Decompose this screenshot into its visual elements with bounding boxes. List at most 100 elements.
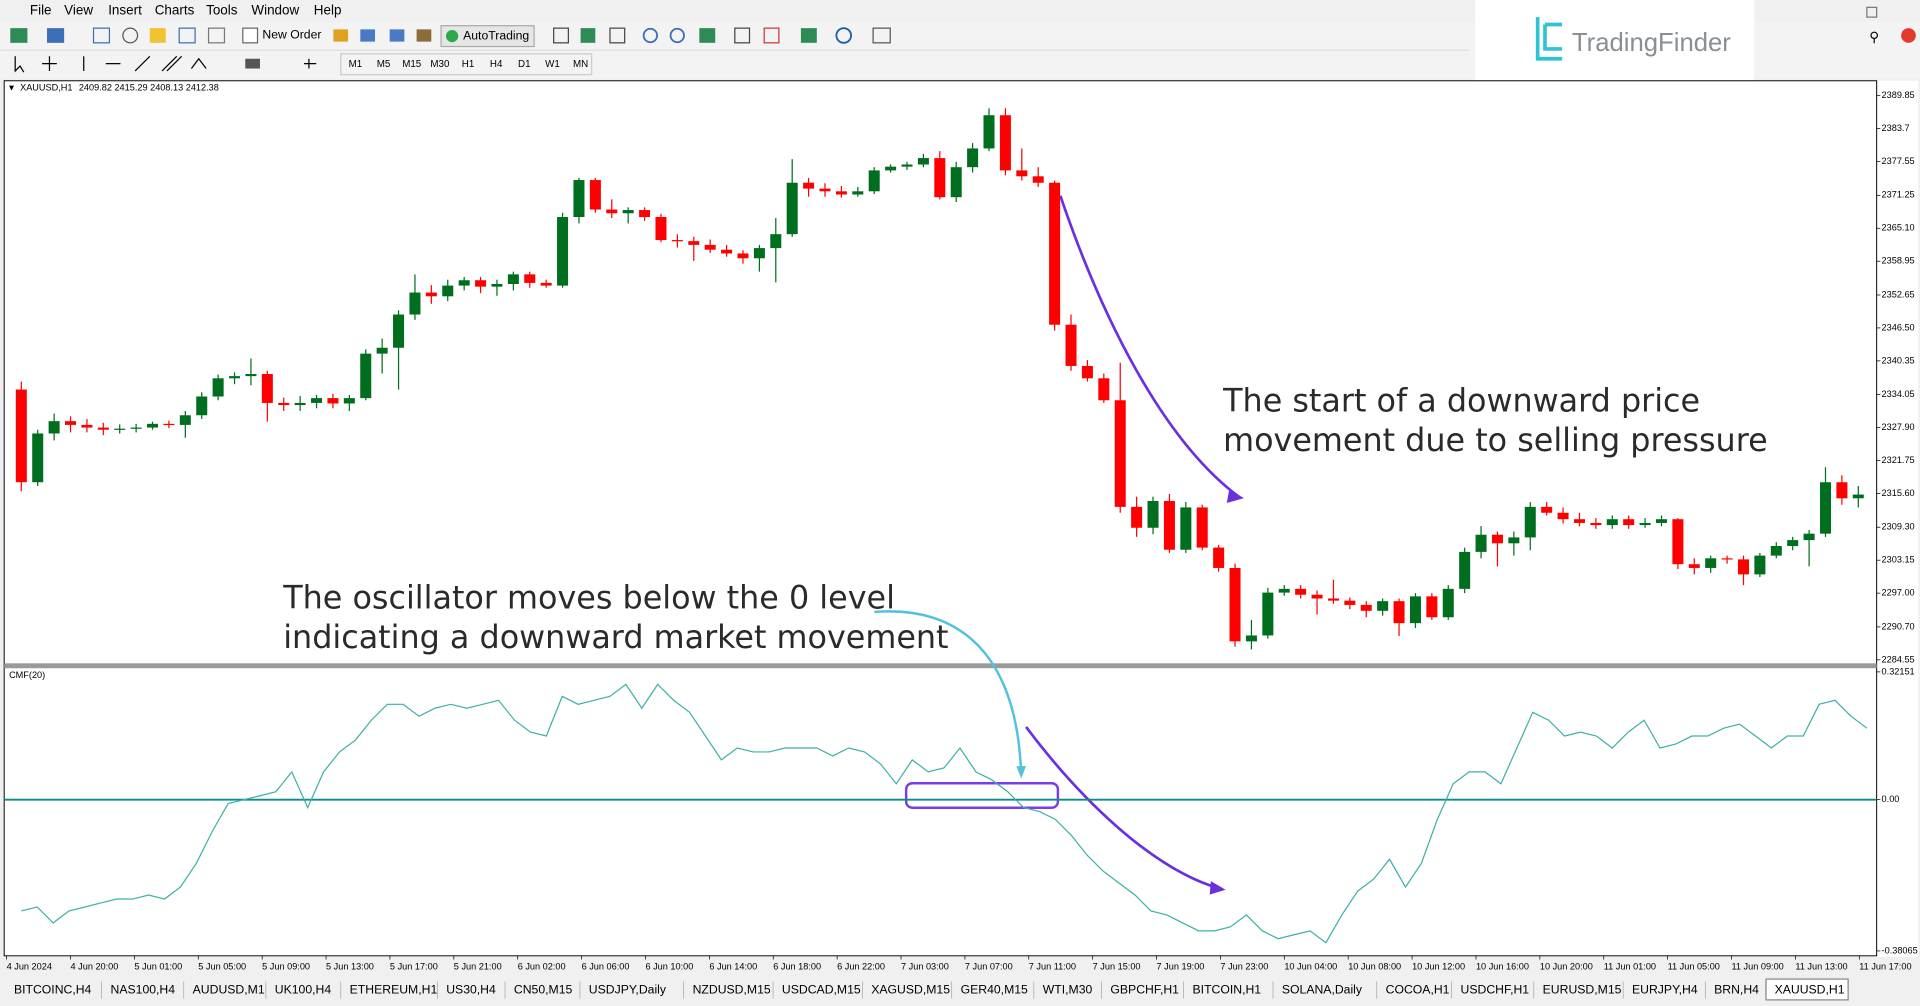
symbol-tab[interactable]: USDCAD,M15 [773,980,864,1002]
symbol-tab[interactable]: BRN,H4 [1705,980,1767,1002]
icon[interactable] [10,28,28,43]
icon[interactable] [669,27,685,44]
candle-body [1737,559,1749,575]
new-order-button[interactable]: New Order [262,28,321,42]
symbol-tab[interactable]: GER40,M15 [952,980,1035,1002]
icon[interactable] [835,27,852,44]
icon[interactable] [553,27,569,44]
chart-window [4,80,1919,958]
icon[interactable] [416,29,432,42]
symbol-tab[interactable]: ETHEREUM,H1 [341,980,439,1002]
trendline-icon[interactable] [134,55,151,72]
symbol-tab[interactable]: BITCOIN,H1 [1183,980,1274,1002]
menu-item[interactable]: Help [314,3,342,18]
timeframe-button[interactable]: M30 [430,59,450,70]
candle-body [917,158,929,165]
icon[interactable] [92,27,111,44]
icon[interactable] [207,27,226,44]
icon[interactable] [609,27,626,44]
menu-item[interactable]: Window [251,3,299,18]
symbol-tab[interactable]: WTI,M30 [1034,980,1103,1002]
symbol-tab[interactable]: EURUSD,M15 [1534,980,1625,1002]
search-icon[interactable]: ⚲ [1869,30,1879,45]
icon[interactable] [800,28,817,43]
candle-body [261,374,273,403]
symbol-tab[interactable]: CN50,M15 [505,980,581,1002]
candle-body [950,167,962,198]
icon[interactable] [149,28,166,43]
timeframe-button[interactable]: M1 [349,59,363,70]
tab-label: CN50,M15 [514,982,573,996]
shapes-icon[interactable] [304,58,317,69]
timeframe-button[interactable]: M5 [377,59,391,70]
autotrading-label[interactable]: AutoTrading [463,28,529,42]
y-tick-label: 2365.10 [1882,223,1915,233]
autotrading-button[interactable] [440,25,535,48]
candle-body [147,423,159,428]
candle-body [1295,588,1307,595]
icon[interactable] [47,28,65,43]
icon[interactable] [333,29,349,42]
symbol-tab[interactable]: NAS100,H4 [101,980,185,1002]
icon[interactable] [642,27,659,44]
fibo-icon[interactable] [190,57,207,69]
icon[interactable] [389,29,405,42]
menu-item[interactable]: Insert [108,3,142,18]
y-tick-label: 2284.55 [1882,654,1915,664]
symbol-tab[interactable]: AUDUSD,M1 [184,980,267,1002]
icon[interactable] [242,27,259,44]
symbol-tab[interactable]: XAUUSD,H1 [1765,978,1849,1001]
icon[interactable] [122,27,139,44]
symbol-tab[interactable]: XAGUSD,M15 [862,980,953,1002]
x-tick-label: 6 Jun 22:00 [837,961,885,971]
tab-label: EURUSD,M15 [1543,982,1622,996]
timeframe-button[interactable]: H1 [462,59,475,70]
timeframe-button[interactable]: D1 [518,59,531,70]
channel-icon[interactable] [161,55,183,72]
icon[interactable] [360,29,376,42]
icon[interactable] [763,27,780,44]
icon[interactable] [699,28,716,43]
symbol-tab[interactable]: NZDUSD,M15 [684,980,774,1002]
window-control[interactable] [1866,6,1878,18]
brand-box [1475,0,1755,86]
tab-bg [1377,980,1452,1002]
symbol-tab[interactable]: US30,H4 [437,980,506,1002]
timeframe-button[interactable]: W1 [545,59,560,70]
menu-item[interactable]: Charts [155,3,195,18]
x-tick-label: 11 Jun 17:00 [1859,961,1911,971]
candle-body [852,191,864,195]
symbol-tab[interactable]: SOLANA,Daily [1273,980,1378,1002]
icon[interactable] [872,27,891,44]
timeframe-button[interactable]: H4 [490,59,503,70]
timeframe-button[interactable]: MN [573,59,588,70]
cursor-icon[interactable] [14,56,25,73]
annotation: indicating a downward market movement [283,618,948,656]
candle-body [1065,324,1077,366]
symbol-tab[interactable]: GBPCHF,H1 [1101,980,1185,1002]
symbol-tab[interactable]: BITCOINC,H4 [5,980,103,1002]
menu-item[interactable]: Tools [206,3,238,18]
notification-badge[interactable] [1901,28,1916,43]
label-icon[interactable] [245,58,260,69]
tab-label: SOLANA,Daily [1282,982,1363,996]
symbol-tab[interactable]: EURJPY,H4 [1623,980,1707,1002]
symbol-tab[interactable]: USDJPY,Daily [580,980,685,1002]
y-tick-label: -0.38065 [1882,945,1918,955]
menu-item[interactable]: File [30,3,52,18]
symbol-tab[interactable]: UK100,H4 [266,980,342,1002]
symbol-tab[interactable]: USDCHF,H1 [1451,980,1535,1002]
annotation: movement due to selling pressure [1223,421,1768,459]
x-tick-label: 10 Jun 08:00 [1348,961,1401,971]
timeframe-button[interactable]: M15 [402,59,422,70]
candle-body [1131,506,1143,528]
y-tick-label: 2358.95 [1882,256,1915,266]
menu-item[interactable]: View [64,3,93,18]
y-tick-label: 0.32151 [1882,666,1915,676]
icon[interactable] [178,27,196,44]
crosshair-icon[interactable] [42,56,57,71]
icon[interactable] [734,27,751,44]
symbol-tab[interactable]: COCOA,H1 [1377,980,1453,1002]
icon[interactable] [580,28,596,43]
x-tick-label: 6 Jun 18:00 [773,961,821,971]
